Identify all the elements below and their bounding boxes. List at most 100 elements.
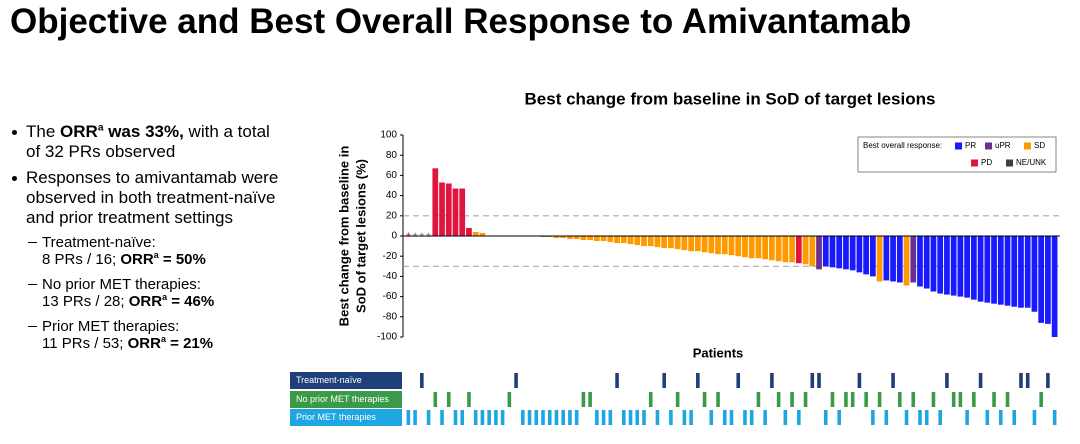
- track-tick: [662, 373, 666, 388]
- track-tick: [648, 392, 653, 407]
- track-tick: [790, 392, 794, 407]
- track-tick: [749, 410, 754, 425]
- track-label-box: [290, 409, 402, 426]
- track-tick: [911, 392, 916, 407]
- sub-bullet-heading: Prior MET therapies:: [42, 318, 180, 335]
- y-tick-label: 40: [386, 190, 398, 201]
- bar: [560, 236, 567, 239]
- bar: [789, 236, 795, 263]
- text-run: 13 PRs / 28;: [42, 293, 129, 310]
- bar: [701, 236, 708, 253]
- bar: [614, 236, 620, 244]
- legend-label: uPR: [995, 141, 1011, 150]
- track-tick: [978, 373, 983, 388]
- track-tick: [716, 392, 720, 407]
- text-run: = 21%: [165, 335, 214, 352]
- bar: [580, 236, 587, 241]
- bar: [883, 236, 890, 281]
- null-marker: *: [406, 229, 411, 244]
- bar: [694, 236, 701, 252]
- track-tick: [803, 392, 808, 407]
- bar: [755, 236, 762, 259]
- track-tick: [635, 410, 640, 425]
- track-tick: [534, 410, 539, 425]
- track-tick: [440, 410, 444, 425]
- track-tick: [770, 373, 774, 388]
- bar: [600, 236, 607, 242]
- bar: [930, 236, 937, 292]
- bar: [748, 236, 755, 259]
- bar: [445, 183, 452, 236]
- track-tick: [891, 373, 895, 388]
- bar: [466, 227, 472, 236]
- track-tick: [884, 410, 889, 425]
- bar: [688, 236, 694, 252]
- bar: [661, 236, 668, 249]
- text-run: 11 PRs / 53;: [42, 335, 128, 352]
- track-tick: [763, 410, 767, 425]
- track-tick: [985, 410, 990, 425]
- track-tick: [527, 410, 532, 425]
- null-marker: *: [426, 229, 431, 244]
- track-tick: [850, 392, 855, 407]
- text-run: a: [162, 292, 168, 302]
- track-label: Treatment-naïve: [296, 375, 362, 385]
- track-tick: [568, 410, 572, 425]
- text-run: = 46%: [167, 293, 215, 310]
- track-tick: [642, 410, 646, 425]
- track-tick: [736, 373, 741, 388]
- track-tick: [494, 410, 498, 425]
- track-tick: [433, 392, 438, 407]
- chart-title: Best change from baseline in SoD of targ…: [525, 89, 936, 108]
- track-tick: [904, 410, 909, 425]
- legend-swatch: [1006, 159, 1013, 167]
- bar: [856, 236, 863, 273]
- y-tick-label: 0: [391, 231, 397, 242]
- track-tick: [837, 410, 842, 425]
- bar: [593, 236, 600, 242]
- bar: [654, 236, 661, 248]
- bar: [836, 236, 843, 269]
- track-tick: [897, 392, 902, 407]
- bar: [970, 236, 977, 300]
- bar: [849, 236, 856, 271]
- legend-swatch: [1024, 142, 1031, 150]
- track-tick: [406, 410, 411, 425]
- track-tick: [1012, 410, 1017, 425]
- bar: [795, 236, 802, 264]
- bar: [587, 236, 593, 241]
- bullet: Responses to amivantamab were observed i…: [10, 168, 280, 228]
- text-run: a: [97, 122, 104, 134]
- bar: [843, 236, 849, 270]
- track-tick: [1025, 373, 1030, 388]
- bar: [742, 236, 748, 258]
- legend-title: Best overall response:: [863, 141, 942, 150]
- y-tick-label: -80: [383, 311, 398, 322]
- bar: [964, 236, 970, 298]
- bar: [681, 236, 688, 251]
- track-tick: [615, 373, 619, 388]
- track-tick: [675, 392, 680, 407]
- track-tick: [857, 373, 862, 388]
- track-tick: [689, 410, 693, 425]
- bar: [910, 236, 917, 283]
- track-tick: [1019, 373, 1023, 388]
- legend-label: SD: [1034, 141, 1045, 150]
- track-tick: [696, 373, 700, 388]
- bar: [607, 236, 614, 243]
- x-axis-label: Patients: [693, 345, 744, 360]
- text-run: The: [26, 122, 61, 141]
- track-tick: [924, 410, 929, 425]
- track-tick: [776, 392, 781, 407]
- track-tick: [958, 392, 963, 407]
- sub-bullet: No prior MET therapies: 13 PRs / 28; ORRa…: [10, 276, 280, 310]
- track-tick: [951, 392, 956, 407]
- bar: [863, 236, 870, 275]
- bar: [984, 236, 991, 303]
- bar: [782, 236, 789, 263]
- bar: [829, 236, 836, 268]
- bar: [627, 236, 634, 245]
- bar: [674, 236, 681, 250]
- bar: [762, 236, 769, 260]
- legend-swatch: [971, 159, 978, 167]
